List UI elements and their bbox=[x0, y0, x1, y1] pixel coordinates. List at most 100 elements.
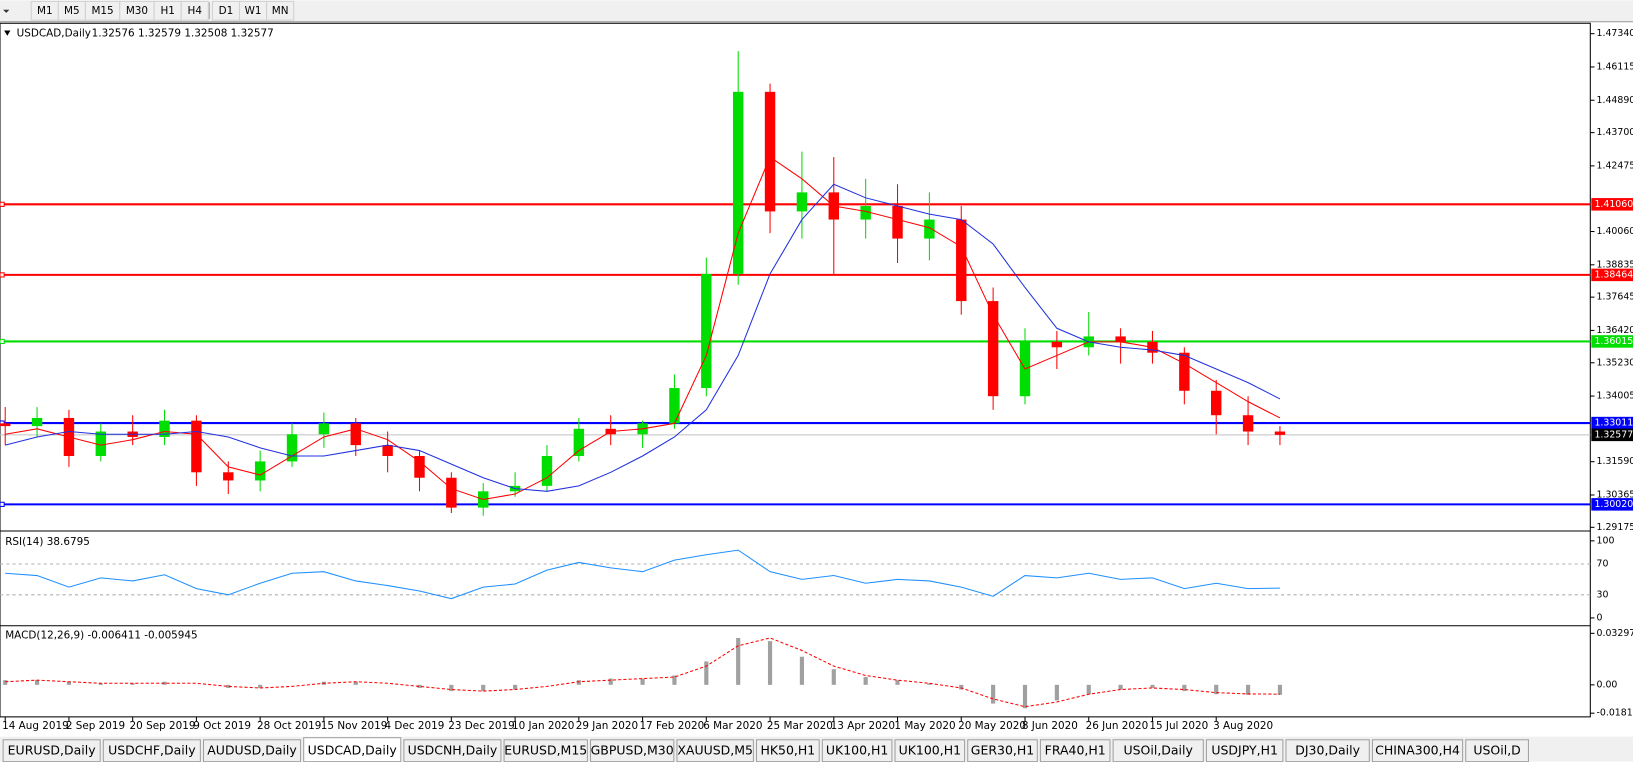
level-tag bbox=[1591, 335, 1633, 348]
candle-body bbox=[159, 420, 170, 437]
x-tick-label: 8 Jun 2020 bbox=[1022, 720, 1078, 732]
tab-label: USOil,Daily bbox=[1124, 743, 1194, 758]
tab-label: USOil,D bbox=[1473, 743, 1520, 758]
y-tick-label: 1.29175 bbox=[1597, 522, 1633, 533]
x-tick-label: 20 Sep 2019 bbox=[130, 720, 196, 732]
y-tick-label: 1.43700 bbox=[1597, 127, 1633, 138]
tab-label: UK100,H1 bbox=[899, 743, 961, 758]
chart-title: USDCAD,Daily bbox=[17, 28, 91, 40]
level-label: 1.33011 bbox=[1594, 418, 1633, 429]
candle-body bbox=[1211, 390, 1222, 416]
title-arrow bbox=[4, 30, 11, 36]
x-tick-label: 1 May 2020 bbox=[894, 720, 955, 732]
macd-tick-label: 0.00 bbox=[1597, 679, 1618, 690]
x-tick-label: 15 Jul 2020 bbox=[1149, 720, 1208, 732]
level-label: 1.41060 bbox=[1594, 199, 1633, 210]
level-tag bbox=[1591, 268, 1633, 282]
current-price-tag bbox=[1591, 428, 1633, 442]
candle-body bbox=[1051, 341, 1063, 348]
level-label: 1.38464 bbox=[1594, 269, 1633, 280]
level-tag bbox=[1591, 416, 1633, 430]
x-tick-label: 15 Nov 2019 bbox=[321, 720, 388, 732]
macd-signal bbox=[5, 637, 1280, 708]
x-tick-label: 29 Jan 2020 bbox=[576, 720, 638, 732]
tab-label: USDCHF,Daily bbox=[108, 743, 196, 758]
candle-body bbox=[701, 273, 712, 389]
tab-label: GBPUSD,M30 bbox=[591, 743, 674, 758]
y-tick-label: 1.35230 bbox=[1597, 357, 1633, 368]
candle-body bbox=[573, 428, 585, 456]
candle-body bbox=[286, 434, 298, 462]
x-tick-label: 17 Feb 2020 bbox=[639, 720, 704, 732]
moving-average bbox=[5, 183, 1281, 492]
rsi-tick-label: 70 bbox=[1597, 558, 1609, 569]
y-tick-label: 1.44890 bbox=[1597, 95, 1633, 106]
candle-body bbox=[446, 477, 457, 508]
timeframe-label: M5 bbox=[64, 5, 80, 17]
x-tick-label: 23 Dec 2019 bbox=[448, 720, 514, 732]
level-handle bbox=[0, 501, 5, 507]
tab-label: USDCAD,Daily bbox=[308, 743, 398, 758]
timeframe-button[interactable] bbox=[266, 0, 295, 21]
x-tick-label: 4 Dec 2019 bbox=[385, 720, 445, 732]
y-tick-label: 1.31590 bbox=[1597, 456, 1633, 467]
candle-body bbox=[924, 219, 935, 239]
timeframe-label: M15 bbox=[91, 5, 113, 17]
y-tick-label: 1.46115 bbox=[1597, 61, 1633, 72]
candle-body bbox=[892, 205, 903, 239]
current-price-label: 1.32577 bbox=[1594, 429, 1633, 440]
candle-body bbox=[1242, 415, 1254, 432]
tab-label: AUDUSD,Daily bbox=[207, 743, 297, 758]
candle-body bbox=[223, 472, 234, 481]
candle-body bbox=[669, 388, 680, 424]
candle-body bbox=[382, 445, 393, 456]
y-tick-label: 1.38835 bbox=[1597, 259, 1633, 270]
tab-label: DJ30,Daily bbox=[1295, 743, 1360, 758]
candle-body bbox=[95, 431, 107, 456]
x-tick-label: 2 Sep 2019 bbox=[66, 720, 125, 732]
level-handle bbox=[0, 338, 5, 345]
rsi-line bbox=[5, 549, 1280, 600]
rsi-title: RSI(14) 38.6795 bbox=[5, 536, 90, 548]
level-label: 1.36015 bbox=[1594, 336, 1633, 347]
y-tick-label: 1.40060 bbox=[1597, 226, 1633, 237]
y-tick-label: 1.47340 bbox=[1597, 28, 1633, 39]
candle-body bbox=[956, 219, 967, 302]
macd-tick-label: -0.01815 bbox=[1597, 708, 1633, 719]
candle-body bbox=[0, 423, 11, 427]
level-label: 1.30020 bbox=[1594, 499, 1633, 510]
x-tick-label: 10 Jan 2020 bbox=[512, 720, 574, 732]
timeframe-label: D1 bbox=[219, 5, 234, 17]
candle-body bbox=[191, 420, 202, 473]
timeframe-label: H1 bbox=[160, 5, 174, 17]
x-tick-label: 9 Oct 2019 bbox=[193, 720, 251, 732]
timeframe-label: MN bbox=[272, 5, 289, 17]
y-tick-label: 1.42475 bbox=[1597, 160, 1633, 171]
tab-label: GER30,H1 bbox=[971, 743, 1034, 758]
level-handle bbox=[0, 201, 5, 207]
candle-body bbox=[1274, 431, 1286, 435]
timeframe-label: W1 bbox=[245, 5, 262, 17]
level-handle bbox=[0, 272, 5, 278]
moving-average bbox=[5, 156, 1281, 501]
dropdown-icon[interactable] bbox=[3, 9, 10, 13]
candle-body bbox=[1179, 352, 1190, 391]
tab-label: EURUSD,Daily bbox=[8, 743, 97, 758]
y-tick-label: 1.30365 bbox=[1597, 489, 1633, 500]
candle-body bbox=[318, 423, 330, 435]
x-tick-label: 6 Mar 2020 bbox=[703, 720, 762, 732]
timeframe-button[interactable] bbox=[180, 0, 209, 21]
tab-label: USDCNH,Daily bbox=[408, 743, 498, 758]
candle-body bbox=[860, 205, 871, 220]
macd-title: MACD(12,26,9) -0.006411 -0.005945 bbox=[5, 630, 197, 642]
candle-body bbox=[987, 301, 999, 397]
level-tag bbox=[1591, 198, 1633, 211]
x-tick-label: 3 Aug 2020 bbox=[1213, 720, 1273, 732]
candle-body bbox=[31, 417, 43, 427]
chart-quote: 1.32576 1.32579 1.32508 1.32577 bbox=[92, 28, 274, 40]
tab-label: HK50,H1 bbox=[760, 743, 815, 758]
rsi-tick-label: 30 bbox=[1597, 589, 1609, 600]
tab-label: XAUUSD,M5 bbox=[677, 743, 753, 758]
